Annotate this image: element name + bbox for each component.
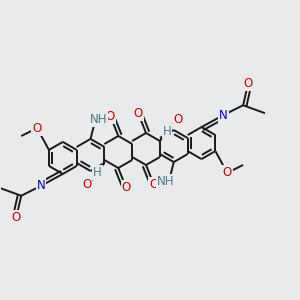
Text: N: N bbox=[219, 109, 228, 122]
Text: O: O bbox=[134, 107, 143, 120]
Text: O: O bbox=[122, 181, 131, 194]
Text: NH: NH bbox=[157, 176, 175, 188]
Text: O: O bbox=[106, 110, 115, 123]
Text: NH: NH bbox=[90, 112, 107, 126]
Text: O: O bbox=[82, 178, 91, 191]
Text: H: H bbox=[93, 167, 102, 179]
Text: H: H bbox=[163, 124, 171, 138]
Text: N: N bbox=[37, 179, 45, 192]
Text: O: O bbox=[149, 178, 159, 191]
Text: O: O bbox=[173, 113, 182, 126]
Text: O: O bbox=[223, 167, 232, 179]
Text: O: O bbox=[32, 122, 42, 135]
Text: O: O bbox=[244, 77, 253, 90]
Text: O: O bbox=[12, 211, 21, 224]
